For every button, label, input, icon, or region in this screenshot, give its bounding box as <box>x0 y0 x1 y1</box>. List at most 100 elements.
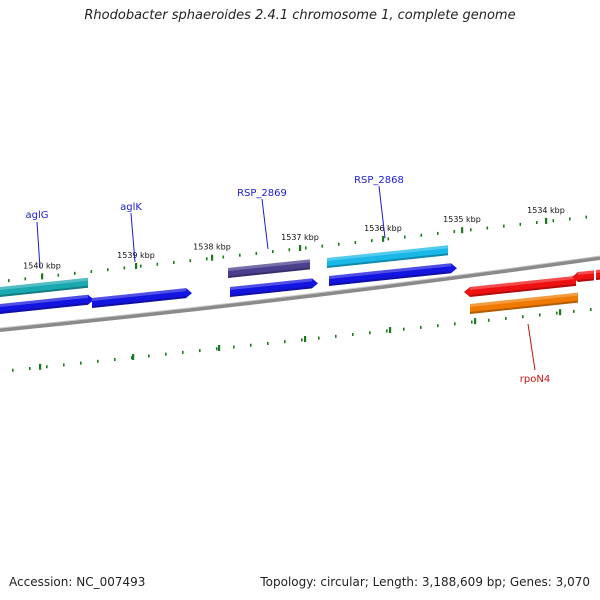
minor-tick <box>63 363 65 367</box>
gene-feature[interactable] <box>329 263 457 286</box>
minor-tick <box>216 347 218 351</box>
minor-tick <box>182 350 184 354</box>
minor-tick <box>503 224 505 228</box>
genome-summary: Topology: circular; Length: 3,188,609 bp… <box>260 575 590 589</box>
gene-feature-shade <box>470 283 576 297</box>
gene-feature-body[interactable] <box>0 277 88 297</box>
gene-feature-highlight <box>0 277 88 290</box>
gene-label[interactable]: aglK <box>120 202 142 213</box>
gene-feature[interactable] <box>596 269 600 280</box>
minor-tick <box>369 331 371 335</box>
minor-tick <box>590 308 592 312</box>
tick-label: 1536 kbp <box>364 224 402 233</box>
major-tick <box>559 309 562 316</box>
minor-tick <box>338 242 340 246</box>
major-tick <box>41 273 44 280</box>
minor-tick <box>46 365 48 369</box>
minor-tick <box>354 241 357 245</box>
major-tick <box>382 235 385 242</box>
gene-labels: aglG aglK RSP_2869 RSP_2868 rpoN4 <box>25 175 550 385</box>
tick-label: 1535 kbp <box>443 215 481 224</box>
minor-tick <box>437 231 439 235</box>
gene-feature[interactable] <box>572 270 594 282</box>
minor-tick <box>522 315 524 319</box>
gene-features[interactable] <box>0 245 600 314</box>
major-tick <box>461 227 464 234</box>
chromosome-backbone-highlight <box>0 255 600 329</box>
gene-feature-shade <box>329 271 451 286</box>
gene-feature-body[interactable] <box>228 259 310 278</box>
gene-feature-highlight <box>327 245 448 261</box>
gene-feature-highlight <box>470 275 576 290</box>
gene-feature[interactable] <box>0 294 94 314</box>
minor-tick <box>470 228 472 232</box>
major-tick <box>132 354 135 361</box>
gene-feature[interactable] <box>92 288 192 308</box>
major-tick <box>474 318 477 325</box>
gene-feature-body[interactable] <box>572 270 594 282</box>
gene-feature[interactable] <box>464 275 576 297</box>
gene-feature[interactable] <box>228 259 310 278</box>
minor-tick <box>250 343 252 347</box>
gene-feature-shade <box>327 253 448 268</box>
minor-tick <box>267 341 269 345</box>
minor-tick <box>556 311 558 315</box>
minor-tick <box>301 338 303 342</box>
minor-tick <box>24 277 27 281</box>
major-tick <box>304 335 307 342</box>
gene-feature-body[interactable] <box>596 269 600 280</box>
gene-label[interactable]: aglG <box>25 210 48 221</box>
gene-feature-body[interactable] <box>329 263 457 286</box>
gene-feature[interactable] <box>0 277 88 297</box>
gene-feature-body[interactable] <box>464 275 576 297</box>
gene-feature-highlight <box>596 269 600 273</box>
minor-tick <box>539 313 541 317</box>
gene-feature-body[interactable] <box>92 288 192 308</box>
gene-feature-highlight <box>329 263 451 279</box>
major-tick <box>39 363 42 370</box>
gene-feature-body[interactable] <box>0 294 94 314</box>
tick-label: 1537 kbp <box>281 233 319 242</box>
minor-tick <box>148 354 150 358</box>
label-leader-line <box>130 212 136 263</box>
minor-tick <box>403 327 405 331</box>
minor-tick <box>536 221 538 225</box>
minor-tick <box>420 233 423 237</box>
minor-tick <box>80 361 82 365</box>
gene-feature-body[interactable] <box>230 278 318 297</box>
minor-tick <box>272 250 274 254</box>
gene-feature-shade <box>470 300 578 314</box>
minor-tick <box>437 324 439 328</box>
gene-label[interactable]: RSP_2868 <box>354 175 404 186</box>
gene-feature-shade <box>0 285 88 297</box>
minor-tick <box>404 235 406 239</box>
accession-label: Accession: NC_007493 <box>9 575 146 589</box>
major-tick <box>389 327 392 334</box>
minor-tick <box>288 248 291 252</box>
gene-label[interactable]: rpoN4 <box>520 374 550 385</box>
tick-label: 1534 kbp <box>527 206 565 215</box>
minor-tick <box>488 318 490 322</box>
minor-tick <box>90 270 93 274</box>
gene-feature-shade <box>578 278 594 282</box>
minor-tick <box>486 226 489 230</box>
gene-feature-highlight <box>230 278 312 290</box>
minor-tick <box>206 257 208 261</box>
gene-feature-body[interactable] <box>327 245 448 268</box>
tick-label: 1540 kbp <box>23 261 61 270</box>
gene-feature[interactable] <box>327 245 448 268</box>
gene-label[interactable]: RSP_2869 <box>237 188 287 199</box>
minor-tick <box>8 279 10 283</box>
minor-tick <box>318 336 320 340</box>
gene-feature[interactable] <box>470 292 578 314</box>
gene-feature-body[interactable] <box>470 292 578 314</box>
gene-feature[interactable] <box>230 278 318 297</box>
minor-tick <box>165 352 167 356</box>
minor-tick <box>140 264 142 268</box>
minor-tick <box>569 217 571 221</box>
major-tick <box>211 254 214 261</box>
minor-tick <box>255 251 258 255</box>
major-tick <box>218 345 221 352</box>
major-tick <box>135 263 138 270</box>
